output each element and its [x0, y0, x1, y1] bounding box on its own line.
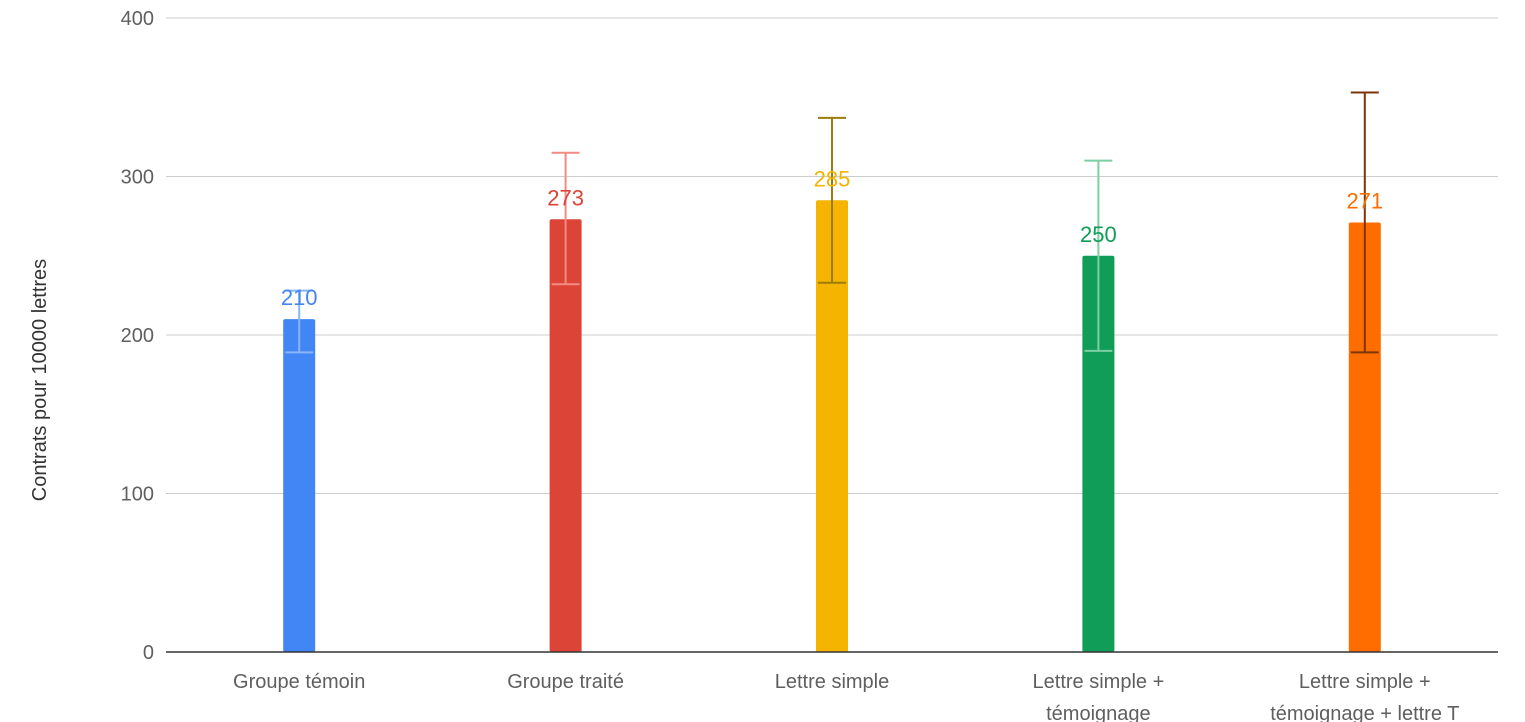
x-tick-label: Lettre simple [775, 671, 890, 693]
bar [1082, 255, 1115, 652]
data-label: 285 [814, 166, 851, 191]
x-tick-label: Groupe témoin [233, 671, 365, 693]
x-tick-label: Lettre simple + [1033, 671, 1165, 693]
x-tick-label: Lettre simple + [1299, 671, 1431, 693]
y-axis-label: Contrats pour 10000 lettres [29, 259, 51, 501]
x-tick-label: témoignage + lettre T [1270, 703, 1459, 722]
data-label: 273 [547, 185, 584, 210]
bar [283, 319, 316, 652]
data-label: 250 [1080, 222, 1117, 247]
data-labels: 210 273 285 250 271 [281, 166, 1383, 310]
error-bars [285, 91, 1379, 354]
x-tick-label: témoignage [1046, 703, 1151, 722]
x-axis-ticks: Groupe témoin Groupe traité Lettre simple L… [233, 671, 1459, 722]
y-axis-ticks: 0 100 200 300 400 [121, 8, 154, 664]
bars [283, 200, 1381, 653]
data-label: 271 [1346, 188, 1383, 213]
y-tick-label: 200 [121, 325, 154, 347]
y-tick-label: 100 [121, 484, 154, 506]
y-tick-label: 400 [121, 8, 154, 30]
y-tick-label: 300 [121, 167, 154, 189]
bar [1348, 222, 1381, 652]
bar [816, 200, 848, 652]
y-tick-label: 0 [143, 642, 154, 664]
data-label: 210 [281, 285, 318, 310]
bar [549, 219, 582, 653]
x-tick-label: Groupe traité [507, 671, 624, 693]
